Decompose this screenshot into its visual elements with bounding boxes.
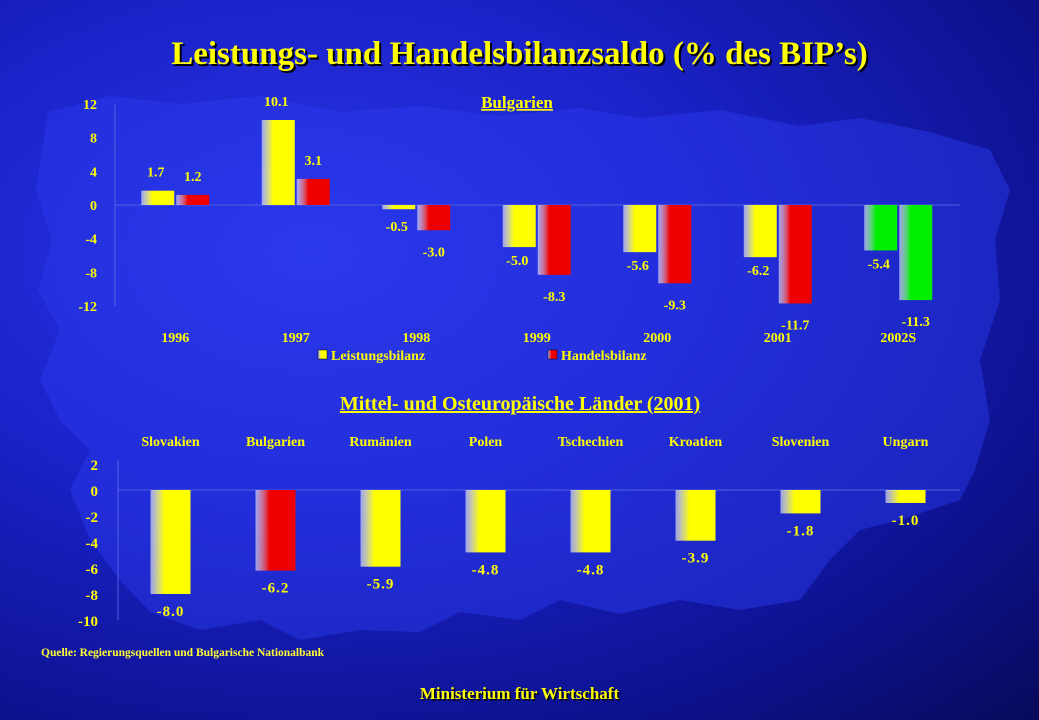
legend-swatch-handelsbilanz xyxy=(547,349,558,360)
chart2-data-label: -1.8 xyxy=(787,523,815,539)
chart2-category-label: Tschechien xyxy=(558,435,624,450)
chart2-data-label: -1.0 xyxy=(892,513,920,529)
chart1-bar-handelsbilanz xyxy=(296,178,330,205)
chart1-ytick-label: -4 xyxy=(85,233,97,248)
page-title: Leistungs- und Handelsbilanzsaldo (% des… xyxy=(171,36,868,72)
chart1-ytick-label: 8 xyxy=(90,132,97,147)
chart2-ytick-label: -4 xyxy=(86,536,99,552)
chart1-data-label: 10.1 xyxy=(264,95,289,110)
chart1-x-label: 1998 xyxy=(402,331,430,346)
chart2-data-label: -4.8 xyxy=(577,562,605,578)
chart1-data-label: 1.7 xyxy=(147,166,165,181)
chart1-data-label: -9.3 xyxy=(664,298,686,313)
chart1-data-label: -11.3 xyxy=(902,315,930,330)
chart2-category-label: Ungarn xyxy=(883,435,929,450)
chart2-ytick-label: -10 xyxy=(78,614,98,630)
chart1-data-label: -3.0 xyxy=(423,245,445,260)
bulgarien-balance-chart: Bulgarien 12 8 4 0 -4 -8 -12 1.7 1.2 1996 10.1 3.1 19… xyxy=(78,93,960,364)
chart2-category-label: Bulgarien xyxy=(246,435,305,450)
chart2-ytick-label: 2 xyxy=(91,458,99,474)
chart1-data-label: -5.6 xyxy=(627,259,649,274)
chart1-ytick-label: -12 xyxy=(78,300,97,315)
cee-countries-chart: Mittel- und Osteuropäische Länder (2001)… xyxy=(78,393,960,630)
footer-ministry: Ministerium für Wirtschaft xyxy=(419,684,620,703)
chart2-bar xyxy=(570,490,611,553)
chart1-bar-handelsbilanz xyxy=(537,205,571,275)
chart1-bar-handelsbilanz xyxy=(176,194,210,205)
chart2-bar xyxy=(255,490,296,571)
chart2-data-label: -6.2 xyxy=(262,581,290,597)
chart2-data-label: -4.8 xyxy=(472,562,500,578)
chart2-data-label: -8.0 xyxy=(157,604,185,620)
chart1-bar-leistungsbilanz xyxy=(864,205,898,251)
chart1-data-label: -8.3 xyxy=(543,290,565,305)
legend-label-leistungsbilanz: Leistungsbilanz xyxy=(331,349,425,364)
chart2-bar xyxy=(360,490,401,567)
chart1-data-label: -5.4 xyxy=(868,257,890,272)
chart2-data-label: -3.9 xyxy=(682,551,710,567)
chart1-bar-leistungsbilanz xyxy=(623,205,657,253)
chart1-bar-leistungsbilanz xyxy=(382,205,416,210)
chart1-x-label: 2002S xyxy=(880,331,916,346)
chart1-bar-handelsbilanz xyxy=(658,205,692,284)
chart2-ytick-label: 0 xyxy=(91,484,99,500)
chart1-x-label: 1997 xyxy=(282,331,310,346)
chart2-category-label: Polen xyxy=(469,435,503,450)
chart2-bar xyxy=(885,490,926,503)
legend-label-handelsbilanz: Handelsbilanz xyxy=(561,349,647,364)
chart2-ytick-label: -6 xyxy=(86,562,99,578)
chart2-bar xyxy=(780,490,821,514)
chart1-bar-leistungsbilanz xyxy=(743,205,777,258)
chart1-data-label: -0.5 xyxy=(386,220,408,235)
chart2-title: Mittel- und Osteuropäische Länder (2001) xyxy=(340,393,700,415)
chart1-ytick-label: 4 xyxy=(90,165,97,180)
chart2-category-label: Slovakien xyxy=(141,435,200,450)
chart2-bar xyxy=(465,490,506,553)
chart1-x-label: 2000 xyxy=(643,331,671,346)
chart1-bar-handelsbilanz xyxy=(899,205,933,301)
chart1-bar-handelsbilanz xyxy=(417,205,451,231)
chart2-ytick-label: -8 xyxy=(86,588,99,604)
chart1-data-label: -11.7 xyxy=(781,318,809,333)
chart2-bar xyxy=(150,490,191,594)
chart1-data-label: 3.1 xyxy=(305,154,323,169)
chart1-data-label: -6.2 xyxy=(747,264,769,279)
chart1-bar-handelsbilanz xyxy=(778,205,812,304)
chart2-category-label: Kroatien xyxy=(669,435,723,450)
chart1-bar-leistungsbilanz xyxy=(502,205,536,248)
chart2-bar xyxy=(675,490,716,541)
chart1-ytick-label: 0 xyxy=(90,199,97,214)
chart2-category-label: Rumänien xyxy=(349,435,411,450)
chart1-x-label: 1996 xyxy=(161,331,189,346)
source-note: Quelle: Regierungsquellen und Bulgarisch… xyxy=(41,647,325,659)
chart1-title: Bulgarien xyxy=(481,93,553,112)
chart1-bar-leistungsbilanz xyxy=(261,119,295,205)
chart1-ytick-label: -8 xyxy=(85,266,97,281)
legend-swatch-leistungsbilanz xyxy=(317,349,328,360)
chart1-data-label: 1.2 xyxy=(184,170,202,185)
chart1-bar-leistungsbilanz xyxy=(141,190,175,205)
chart2-ytick-label: -2 xyxy=(86,510,99,526)
chart2-data-label: -5.9 xyxy=(367,577,395,593)
chart1-data-label: -5.0 xyxy=(506,254,528,269)
chart1-ytick-label: 12 xyxy=(83,98,97,113)
chart1-x-label: 1999 xyxy=(523,331,551,346)
chart2-category-label: Slovenien xyxy=(772,435,830,450)
chart1-x-label: 2001 xyxy=(764,331,792,346)
